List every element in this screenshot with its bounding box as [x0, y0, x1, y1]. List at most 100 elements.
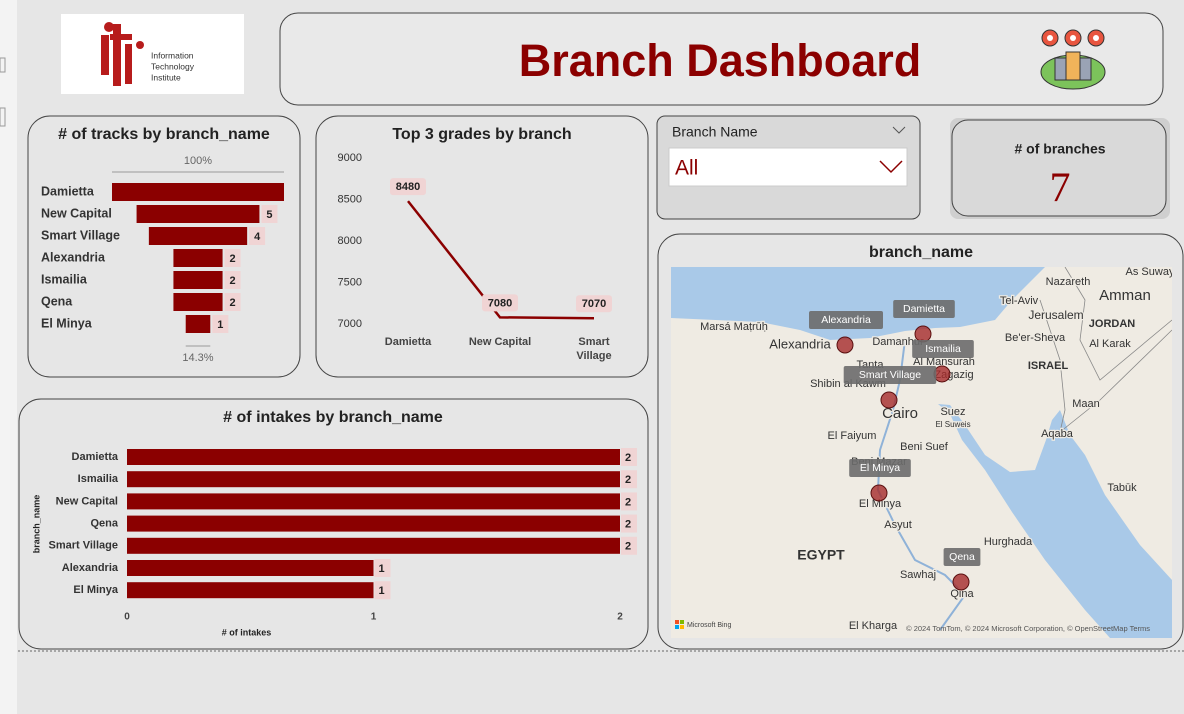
map-place: Be'er-Sheva	[1005, 332, 1066, 344]
header-title: Branch Dashboard	[519, 35, 922, 86]
x-tick-label: 1	[371, 612, 377, 623]
marker-label-bg	[912, 340, 974, 358]
y-tick-label: 9000	[338, 152, 362, 164]
data-label: 2	[230, 253, 236, 265]
map-attribution[interactable]: © 2024 TomTom, © 2024 Microsoft Corporat…	[906, 624, 1150, 633]
map-place: Al Mansurah	[913, 356, 975, 368]
logo-t-bar	[110, 34, 132, 40]
data-label-bg	[212, 315, 229, 333]
map-place: Al Karak	[1089, 338, 1131, 350]
dropdown-arrow[interactable]	[879, 160, 903, 174]
logo-i	[101, 35, 109, 75]
logo-dot	[104, 22, 114, 32]
bar	[127, 493, 620, 510]
x-tick-label: 0	[124, 612, 130, 623]
map-border	[1039, 299, 1172, 434]
bing-logo	[675, 620, 679, 624]
data-label: 4	[254, 231, 261, 243]
slicer-dropdown[interactable]	[668, 147, 908, 187]
map-place: Nazareth	[1046, 276, 1091, 288]
marker-label: Alexandria	[821, 314, 871, 326]
data-label: 2	[625, 541, 631, 553]
bar	[127, 537, 620, 554]
marker-label-bg	[849, 459, 911, 477]
chart-title: Top 3 grades by branch	[392, 126, 571, 143]
data-label: 2	[230, 297, 236, 309]
logo-t	[113, 24, 121, 86]
data-label: 2	[625, 452, 631, 464]
map-title: branch_name	[869, 244, 973, 261]
marker-label: Smart Village	[859, 369, 921, 381]
logo-mark	[101, 22, 144, 86]
map-red-sea	[938, 404, 1172, 638]
data-label-bg	[390, 178, 426, 196]
map-place: El Faiyum	[828, 430, 877, 442]
funnel-bar	[185, 315, 211, 333]
side-strip	[0, 0, 17, 714]
map-place: Marsá Maṭrūḥ	[700, 321, 768, 333]
chart-title: # of intakes by branch_name	[223, 409, 443, 426]
category-label: El Minya	[73, 584, 119, 596]
map-marker[interactable]	[880, 391, 898, 409]
category-label: Qena	[90, 518, 118, 530]
map-marker[interactable]	[933, 365, 951, 383]
map-border	[1064, 267, 1172, 381]
map-marker[interactable]	[914, 325, 932, 343]
category-label: New Capital	[56, 495, 118, 507]
funnel-top-label: 100%	[184, 155, 212, 167]
funnel-bar	[173, 249, 223, 267]
map[interactable]: Microsoft Bing © 2024 TomTom, © 2024 Mic…	[671, 266, 1175, 638]
card-panel	[951, 119, 1167, 217]
funnel-bar	[112, 183, 284, 201]
data-label-bg	[374, 559, 391, 577]
map-place: Asyut	[884, 519, 912, 531]
data-label-bg	[621, 470, 637, 489]
data-label-bg	[224, 293, 241, 311]
x-tick-label: Smart Village	[576, 336, 611, 362]
side-icon	[0, 57, 6, 73]
map-place: JORDAN	[1089, 318, 1136, 330]
slicer-chevron[interactable]	[892, 126, 906, 134]
bar	[127, 582, 374, 599]
logo-text: Information	[151, 50, 194, 60]
x-axis-label: # of intakes	[222, 627, 272, 637]
map-place: Cairo	[882, 405, 918, 422]
category-label: Damietta	[72, 451, 119, 463]
bar	[127, 449, 620, 465]
data-label-bg	[621, 536, 637, 555]
map-provider: Microsoft Bing	[687, 622, 731, 629]
data-label: 2	[625, 519, 631, 531]
map-marker[interactable]	[870, 484, 888, 502]
marker-label: Ismailia	[925, 343, 961, 355]
bing-logo	[680, 620, 684, 624]
y-tick-label: 7000	[338, 318, 362, 330]
map-place: Tabūk	[1107, 482, 1137, 494]
map-place: El Suweis	[935, 420, 970, 429]
map-place: Tel-Aviv	[1000, 295, 1039, 307]
data-label-bg	[621, 514, 637, 533]
category-label: El Minya	[41, 316, 93, 330]
slicer-value[interactable]: All	[675, 157, 698, 180]
map-place: Alexandria	[769, 336, 831, 351]
marker-label: Qena	[949, 551, 975, 563]
data-label-bg	[224, 271, 241, 289]
category-label: Smart Village	[41, 228, 120, 242]
map-place: Aqaba	[1041, 428, 1074, 440]
map-sea	[671, 267, 1045, 340]
map-place: Jerusalem	[1028, 308, 1083, 322]
chart-title: # of tracks by branch_name	[58, 126, 270, 143]
bar	[127, 560, 374, 576]
logo-text: Institute	[151, 72, 181, 82]
funnel-bar	[136, 205, 260, 223]
data-label: 2	[230, 275, 236, 287]
map-place: As Suway	[1126, 266, 1175, 278]
map-marker[interactable]	[952, 573, 970, 591]
data-label-bg	[576, 295, 612, 313]
map-marker[interactable]	[836, 336, 854, 354]
funnel-panel	[27, 115, 301, 378]
category-label: Ismailia	[41, 272, 88, 286]
map-place: El Minya	[859, 498, 902, 510]
map-place: EGYPT	[797, 547, 845, 563]
map-place: Hurghada	[984, 536, 1033, 548]
funnel-bottom-label: 14.3%	[182, 352, 213, 364]
